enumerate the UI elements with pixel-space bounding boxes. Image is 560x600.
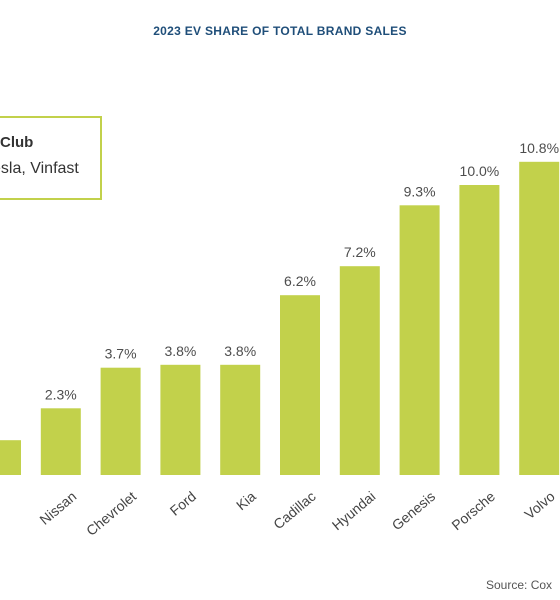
x-tick-label: Cadillac [270, 488, 318, 532]
x-tick-label: Hyundai [329, 488, 379, 533]
bar-chevrolet [100, 367, 141, 475]
data-label: 3.8% [164, 343, 196, 359]
data-label: 3.7% [105, 346, 137, 362]
bar-hyundai [339, 266, 380, 475]
bar-cadillac [280, 295, 320, 475]
bar-kia [220, 364, 261, 475]
bar-ford [160, 364, 201, 475]
data-label: 6.2% [284, 273, 316, 289]
x-tick-label: Kia [233, 488, 259, 513]
source-note: Source: Cox [486, 578, 553, 592]
x-tick-label: Volvo [521, 488, 558, 522]
callout-box [0, 116, 102, 200]
x-tick-label: Genesis [389, 488, 439, 533]
data-label: 10.0% [460, 163, 500, 179]
callout-title: Club [0, 134, 34, 151]
data-label: 3.8% [224, 343, 256, 359]
x-tick-label: Nissan [36, 488, 79, 528]
x-tick-label: Ford [167, 488, 199, 519]
callout-body: esla, Vinfast [0, 160, 79, 177]
bar-nissan [40, 408, 81, 475]
data-label: 9.3% [404, 183, 436, 199]
chart-title: 2023 EV SHARE OF TOTAL BRAND SALES [153, 24, 407, 38]
bar-genesis [399, 205, 440, 476]
x-tick-label: Chevrolet [83, 488, 139, 539]
data-label: 2.3% [45, 386, 77, 402]
x-tick-label: Porsche [448, 488, 498, 533]
bar-porsche [459, 185, 500, 475]
data-label: 10.8% [519, 140, 559, 156]
bar-partial [0, 440, 21, 475]
bar-volvo [519, 161, 560, 476]
data-label: 7.2% [344, 244, 376, 260]
